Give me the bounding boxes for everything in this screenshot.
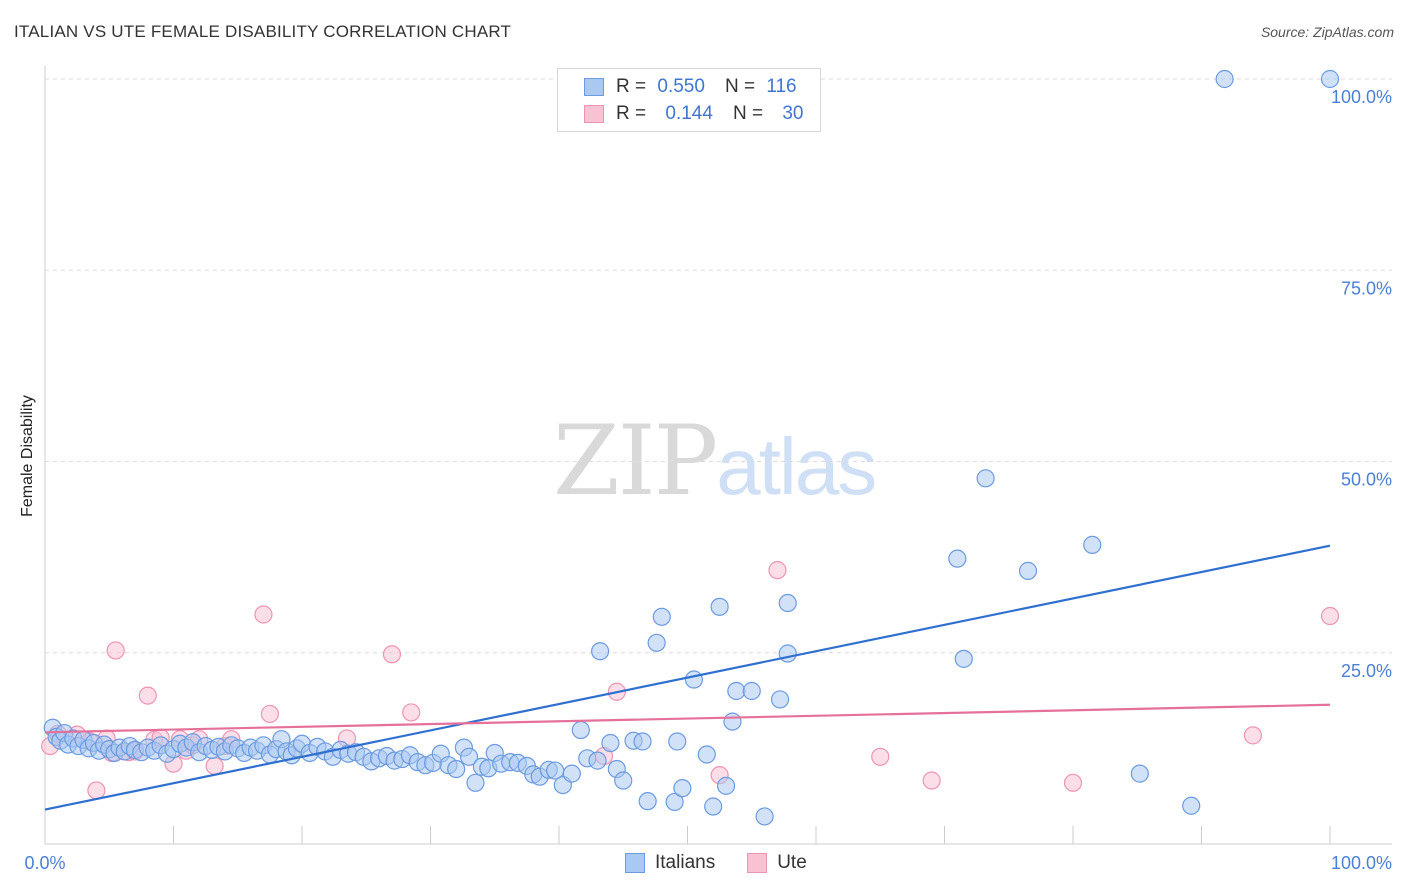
- data-point: [668, 732, 687, 751]
- data-point: [723, 712, 742, 731]
- trend-line: [44, 544, 1331, 811]
- watermark: ZIPatlas: [553, 405, 877, 517]
- legend-n-label: N =: [724, 76, 756, 97]
- grid-lines: [45, 78, 1392, 654]
- data-point: [614, 771, 633, 790]
- data-point: [87, 781, 106, 800]
- data-point: [727, 681, 746, 701]
- source-label: Source: ZipAtlas.com: [1260, 24, 1394, 40]
- italians-points: [43, 69, 1340, 826]
- y-tick-label: 100.0%: [1331, 87, 1392, 107]
- data-point: [106, 641, 125, 660]
- y-tick-label: 50.0%: [1341, 470, 1392, 490]
- data-point: [1320, 69, 1340, 89]
- legend-r-label: R =: [616, 76, 647, 97]
- y-tick-label: 25.0%: [1341, 661, 1392, 681]
- data-point: [770, 690, 790, 709]
- legend-swatch-ute: [584, 105, 604, 123]
- data-point: [768, 561, 787, 580]
- data-point: [1243, 726, 1263, 745]
- data-point: [948, 549, 967, 568]
- data-point: [1018, 561, 1038, 580]
- data-point: [755, 807, 774, 826]
- data-point: [1320, 606, 1340, 626]
- data-point: [638, 792, 657, 811]
- x-tick-label: 0.0%: [24, 853, 65, 873]
- data-point: [871, 747, 890, 766]
- legend-r-label: R =: [616, 103, 647, 124]
- watermark-zip: ZIP: [553, 405, 718, 517]
- legend-r-value-italians: 0.550: [657, 76, 705, 97]
- data-point: [778, 644, 797, 663]
- legend-n-value-italians: 116: [766, 76, 797, 97]
- data-point: [382, 645, 402, 664]
- legend-label-italians: Italians: [655, 852, 716, 873]
- legend-row-italians: R = 0.550 N = 116: [584, 75, 797, 99]
- trend-line: [44, 703, 1331, 734]
- data-point: [1130, 764, 1149, 783]
- data-point: [1083, 535, 1102, 554]
- tick-labels: 25.0% 50.0% 75.0% 100.0% 0.0% 100.0%: [24, 87, 1392, 873]
- y-tick-label: 75.0%: [1341, 278, 1392, 298]
- data-point: [976, 469, 995, 488]
- legend-swatch-italians: [584, 78, 604, 96]
- data-point: [778, 593, 797, 613]
- data-point: [138, 686, 157, 705]
- watermark-atlas: atlas: [716, 422, 877, 511]
- data-point: [742, 681, 761, 701]
- data-point: [652, 607, 671, 626]
- data-point: [562, 764, 581, 783]
- axes: [44, 66, 1392, 845]
- data-point: [684, 670, 704, 689]
- data-point: [1063, 773, 1083, 792]
- data-point: [591, 642, 610, 661]
- legend-n-label: N =: [732, 103, 764, 124]
- series-legend: Italians Ute: [625, 852, 807, 874]
- data-point: [922, 771, 941, 790]
- data-point: [1215, 69, 1234, 89]
- data-point: [459, 747, 479, 766]
- data-point: [647, 633, 666, 652]
- data-point: [954, 649, 973, 668]
- data-point: [673, 779, 692, 798]
- data-point: [260, 704, 279, 724]
- data-point: [466, 773, 485, 792]
- chart-title: ITALIAN VS UTE FEMALE DISABILITY CORRELA…: [14, 22, 512, 41]
- legend-n-value-ute: 30: [782, 103, 804, 124]
- trend-lines: [44, 544, 1331, 811]
- data-point: [402, 703, 421, 722]
- legend-row-ute: R = 0.144 N = 30: [584, 102, 803, 126]
- data-point: [601, 733, 620, 753]
- data-point: [447, 759, 466, 779]
- legend-swatch-ute: [747, 853, 768, 873]
- data-point: [633, 732, 652, 751]
- data-point: [697, 745, 716, 764]
- data-point: [716, 776, 736, 795]
- legend-swatch-italians: [625, 853, 645, 873]
- data-point: [710, 597, 729, 616]
- legend-r-value-ute: 0.144: [665, 103, 713, 124]
- data-point: [665, 792, 684, 812]
- data-point: [205, 756, 224, 776]
- legend-label-ute: Ute: [777, 852, 807, 873]
- data-point: [571, 720, 590, 740]
- data-point: [1182, 796, 1201, 815]
- data-point: [704, 797, 723, 816]
- x-tick-label: 100.0%: [1331, 853, 1392, 873]
- data-point: [588, 751, 607, 770]
- stats-legend: R = 0.550 N = 116 R = 0.144 N = 30: [557, 68, 821, 132]
- data-point: [254, 605, 273, 624]
